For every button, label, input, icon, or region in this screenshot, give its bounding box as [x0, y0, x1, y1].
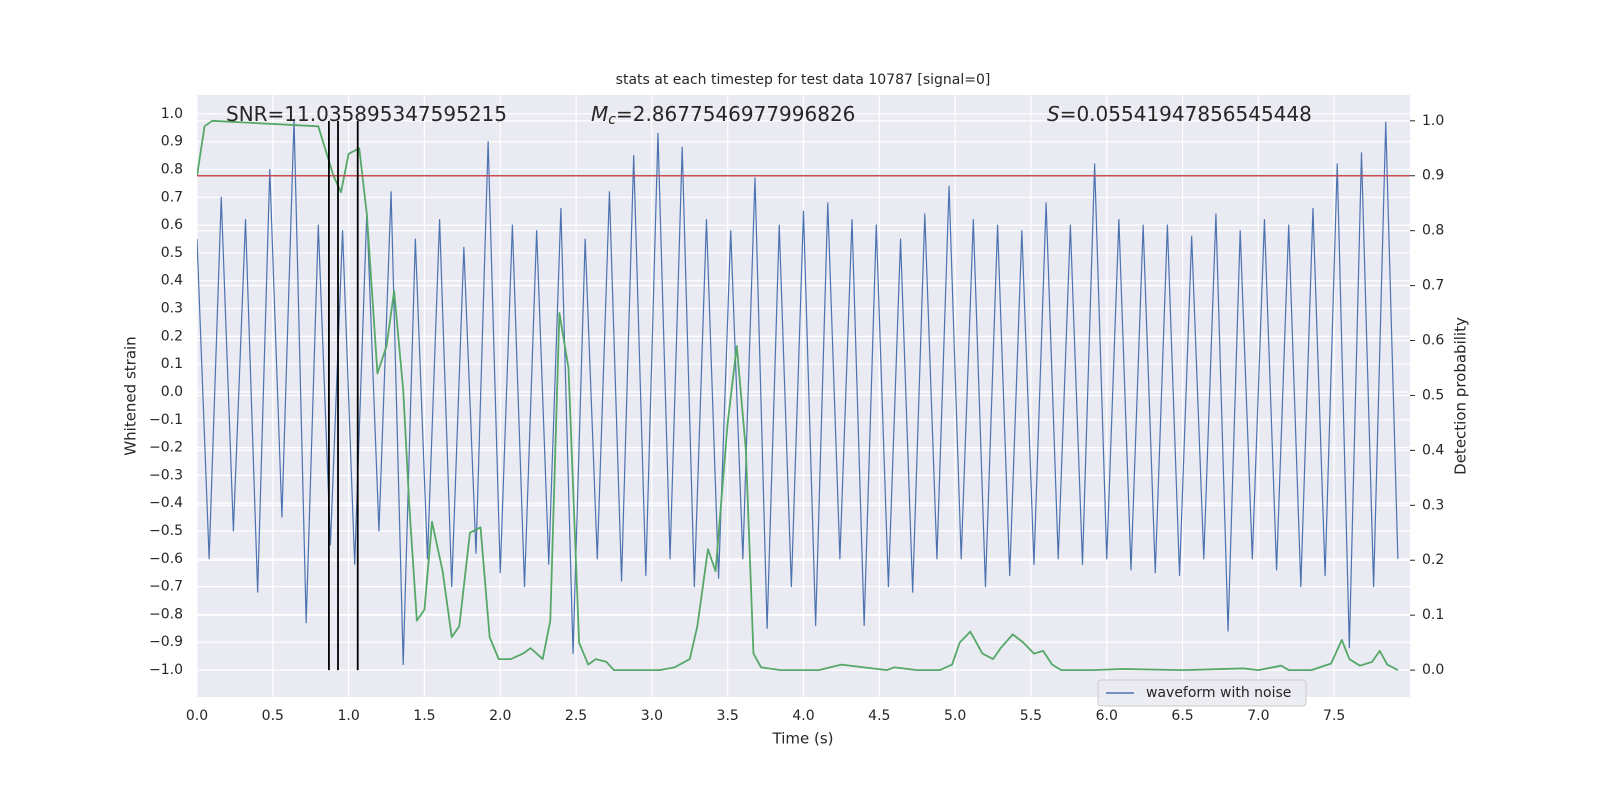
legend-box [1097, 679, 1307, 707]
y-axis-label: Whitened strain [122, 336, 140, 455]
y-tick-label: 0.6 [161, 217, 183, 233]
y2-tick-label: 0.6 [1422, 333, 1444, 349]
y-tick-label: −0.9 [149, 634, 183, 650]
grid [196, 95, 1410, 697]
y-tick-label: −0.5 [149, 523, 183, 539]
y-tick-label: −0.4 [149, 495, 183, 511]
y2-tick-label: 0.8 [1422, 223, 1444, 239]
x-tick-label: 2.5 [565, 708, 587, 724]
x-tick-label: 3.0 [641, 708, 663, 724]
x-tick-label: 5.0 [944, 708, 966, 724]
y2-tick-label: 0.4 [1422, 442, 1444, 458]
x-tick-label: 1.5 [413, 708, 435, 724]
annotation: S=0.05541947856545448 [1047, 102, 1312, 126]
chart-title: stats at each timestep for test data 107… [616, 72, 991, 88]
x-tick-label: 0.5 [262, 708, 284, 724]
x-tick-label: 0.0 [186, 708, 208, 724]
annotation-subscript: c [608, 112, 616, 128]
x-tick-label: 7.5 [1323, 708, 1345, 724]
y2-axis-label: Detection probability [1452, 317, 1470, 475]
y2-tick-label: 0.7 [1422, 278, 1444, 294]
x-tick-label: 5.5 [1020, 708, 1042, 724]
x-tick-label: 7.0 [1247, 708, 1269, 724]
x-tick-label: 3.5 [717, 708, 739, 724]
y-tick-label: 0.5 [161, 245, 183, 261]
y-tick-label: −0.6 [149, 551, 183, 567]
annotation: SNR=11.035895347595215 [226, 102, 507, 126]
annotation-symbol: M [591, 102, 608, 126]
y-tick-label: −0.2 [149, 440, 183, 456]
x-tick-label: 4.0 [792, 708, 814, 724]
x-tick-label: 6.5 [1171, 708, 1193, 724]
y-tick-label: 1.0 [161, 106, 183, 122]
y-tick-label: 0.3 [161, 301, 183, 317]
y2-tick-label: 0.9 [1422, 168, 1444, 184]
y2-tick-label: 0.3 [1422, 497, 1444, 513]
y-tick-label: 0.9 [161, 134, 183, 150]
annotation-text: =0.05541947856545448 [1060, 102, 1312, 126]
annotation-text: SNR=11.035895347595215 [226, 102, 507, 126]
x-axis-label: Time (s) [772, 730, 834, 748]
y-tick-label: 0.7 [161, 189, 183, 205]
y-tick-label: −0.8 [149, 606, 183, 622]
y2-tick-label: 0.5 [1422, 387, 1444, 403]
y-tick-label: 0.4 [161, 273, 183, 289]
y2-tick-label: 0.0 [1422, 662, 1444, 678]
annotation-text: =2.8677546977996826 [616, 102, 855, 126]
y2-tick-label: 1.0 [1422, 113, 1444, 129]
y-tick-label: 0.0 [161, 384, 183, 400]
y-tick-label: 0.2 [161, 328, 183, 344]
y-tick-label: −1.0 [149, 662, 183, 678]
overlay: SNR=11.035895347595215 Mc=2.8677546977996… [226, 102, 1312, 707]
y-tick-label: 0.8 [161, 162, 183, 178]
y-tick-label: −0.3 [149, 467, 183, 483]
x-tick-label: 4.5 [868, 708, 890, 724]
y2-tick-label: 0.2 [1422, 552, 1444, 568]
annotation: Mc=2.8677546977996826 [591, 102, 855, 129]
waveform-line [197, 118, 1399, 666]
y-tick-label: 0.1 [161, 356, 183, 372]
legend: waveform with noise [1097, 679, 1307, 707]
x-tick-label: 1.0 [337, 708, 359, 724]
legend-label: waveform with noise [1146, 685, 1291, 701]
annotation-symbol: S [1047, 102, 1060, 126]
x-tick-label: 2.0 [489, 708, 511, 724]
y2-tick-label: 0.1 [1422, 607, 1444, 623]
probability-line [197, 119, 1399, 671]
y-tick-label: −0.1 [149, 412, 183, 428]
y-tick-label: −0.7 [149, 579, 183, 595]
marks [197, 118, 1410, 671]
x-tick-label: 6.0 [1096, 708, 1118, 724]
